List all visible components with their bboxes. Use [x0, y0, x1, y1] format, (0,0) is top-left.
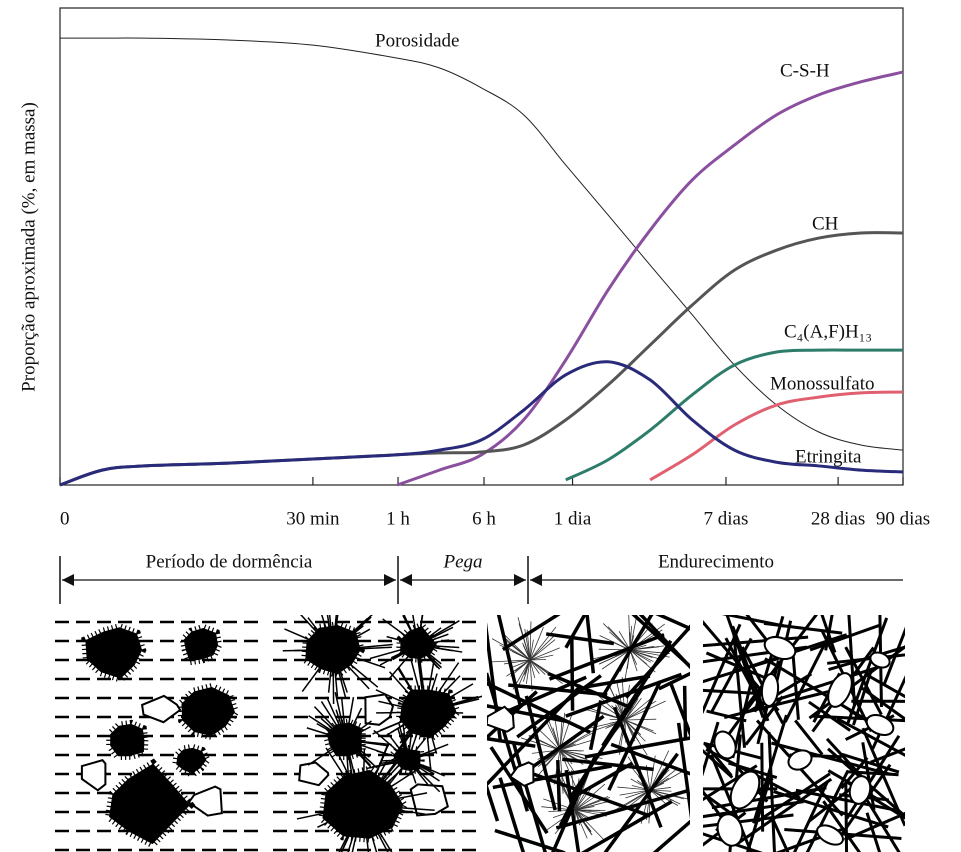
- phase-label: Endurecimento: [658, 551, 774, 572]
- ch-crystal: [546, 634, 614, 644]
- ch-crystal: [526, 771, 650, 816]
- unhydrated-grain: [785, 747, 814, 773]
- ch-crystal: [572, 640, 573, 711]
- phase-label: Pega: [442, 551, 482, 572]
- ch-crystal: [644, 796, 720, 852]
- gypsum-grain: [82, 760, 106, 790]
- plot-frame: [60, 8, 903, 485]
- x-tick-label: 7 dias: [704, 508, 749, 529]
- x-tick-label: 30 min: [286, 508, 340, 529]
- gypsum-grain: [487, 707, 514, 732]
- cement-particle: [111, 724, 144, 755]
- microstructure-illustration: [55, 568, 958, 852]
- micro-panel: [55, 622, 265, 850]
- series-line: [397, 72, 903, 485]
- micro-panel: [273, 592, 483, 852]
- gypsum-grain: [365, 694, 393, 724]
- x-tick-label: 1 dia: [554, 508, 592, 529]
- ch-crystal: [846, 784, 847, 852]
- x-tick-label: 6 h: [472, 508, 496, 529]
- ch-crystal: [884, 600, 917, 684]
- phase-label: Período de dormência: [146, 551, 313, 572]
- ch-crystal: [793, 653, 798, 720]
- hydrate-needle: [530, 636, 554, 660]
- ch-crystal: [685, 686, 686, 740]
- series-line: [60, 233, 903, 485]
- micro-panel: [430, 568, 743, 852]
- x-tick-label: 28 dias: [811, 508, 865, 529]
- series-label: Etringita: [795, 446, 862, 467]
- x-tick-label: 90 dias: [876, 508, 930, 529]
- ch-crystal: [558, 760, 560, 811]
- ch-crystal: [711, 611, 785, 626]
- series-label: Porosidade: [375, 30, 459, 51]
- gypsum-grain: [411, 784, 448, 815]
- series-line: [650, 392, 903, 480]
- gypsum-grain: [142, 696, 180, 722]
- micro-panel: [648, 578, 958, 852]
- series-label: C-S-H: [780, 60, 830, 81]
- cement-particle: [184, 629, 217, 661]
- phase-bar: Período de dormência Pega Endurecimento: [60, 551, 903, 604]
- hydrate-needle: [530, 659, 546, 660]
- y-axis-label: Proporção aproximada (%, em massa): [18, 102, 39, 392]
- ch-crystal: [879, 590, 881, 707]
- hydrate-needle: [603, 623, 630, 650]
- x-tick-label: 0: [60, 508, 70, 529]
- series-label: C₄(A,F)H₁₃: [784, 321, 872, 342]
- ch-crystal: [583, 579, 593, 673]
- hydrate-needle: [530, 660, 539, 674]
- series-label: Monossulfato: [770, 373, 875, 394]
- ch-crystal: [865, 674, 937, 715]
- chart: Proporção aproximada (%, em massa) Perío…: [0, 0, 961, 852]
- series-label: CH: [812, 213, 839, 234]
- x-tick-label: 1 h: [386, 508, 410, 529]
- ch-crystal: [810, 625, 881, 650]
- gypsum-grain: [299, 763, 328, 786]
